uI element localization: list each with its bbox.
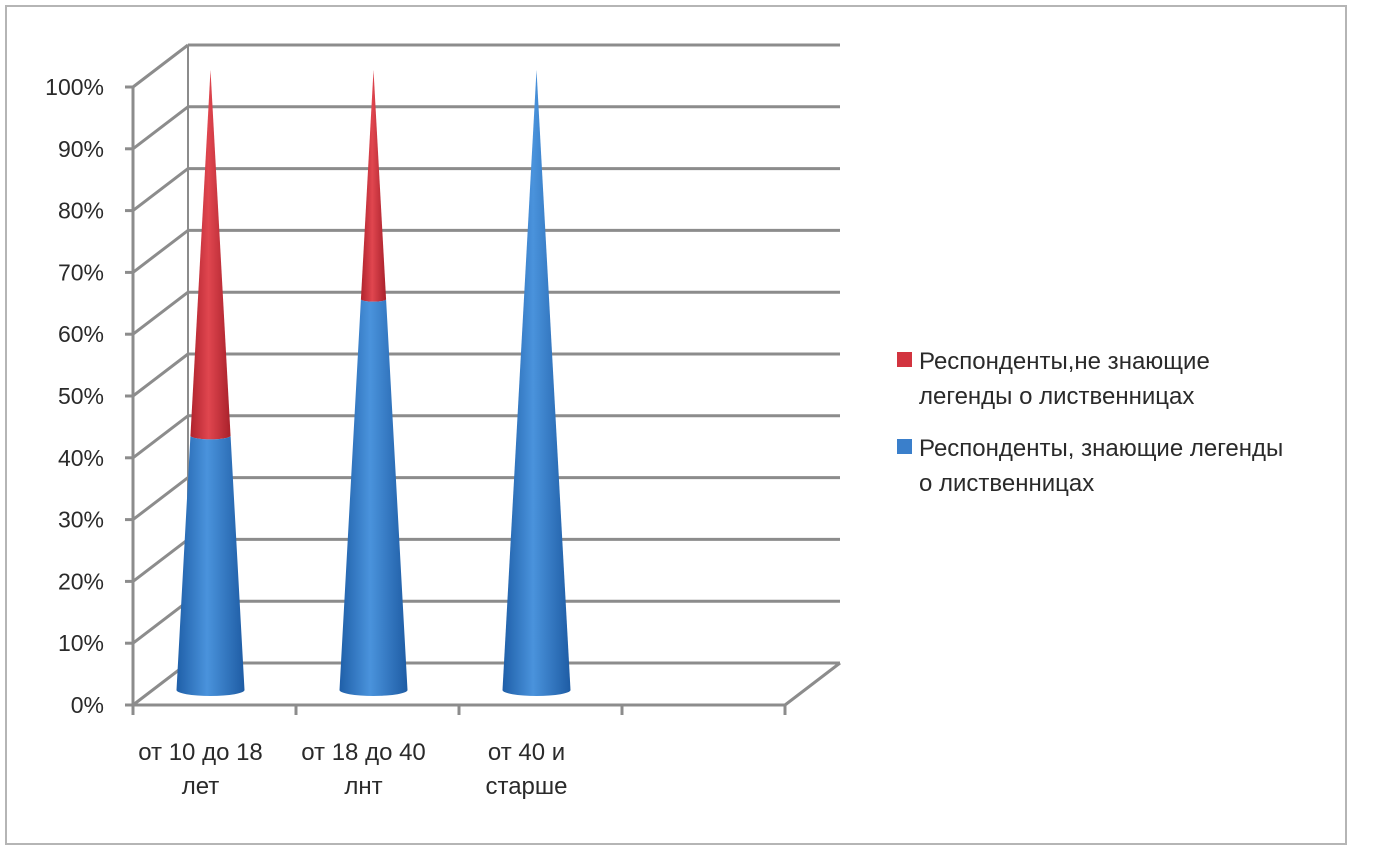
- legend: Респонденты,не знающие легенды о лиственн…: [897, 348, 1283, 497]
- y-tick-label: 90%: [58, 136, 104, 162]
- gridline-side: [132, 167, 189, 212]
- gridline-side: [132, 600, 189, 645]
- gridline-side: [132, 414, 189, 459]
- gridline-side: [132, 476, 189, 521]
- cone-segment-knowing: [176, 435, 245, 696]
- y-tick-label: 70%: [58, 259, 104, 285]
- legend-label: Респонденты, знающие легенды о лиственниц…: [919, 435, 1283, 497]
- y-tick-label: 60%: [58, 321, 104, 347]
- y-tick-label: 80%: [58, 198, 104, 224]
- legend-swatch: [897, 439, 912, 454]
- axes: [125, 85, 787, 715]
- gridline-side: [132, 291, 189, 336]
- cone-segment-knowing: [339, 299, 408, 696]
- legend-label: Респонденты,не знающие легенды о лиственн…: [919, 348, 1210, 410]
- gridline-side: [132, 538, 189, 583]
- x-tick-label: от 18 до 40 лнт: [301, 739, 426, 800]
- legend-swatch: [897, 352, 912, 367]
- x-tick-label: от 40 и старше: [485, 739, 567, 800]
- cones: [176, 70, 571, 696]
- cone-segment-not-knowing: [190, 70, 231, 440]
- y-tick-label: 0%: [71, 692, 104, 718]
- gridline-side: [132, 352, 189, 398]
- y-tick-labels: 0% 10% 20% 30% 40% 50% 60% 70% 80% 90% 100%: [45, 74, 104, 718]
- gridlines: [132, 43, 841, 707]
- gridline-side: [132, 229, 189, 274]
- y-tick-label: 10%: [58, 630, 104, 656]
- y-tick-label: 30%: [58, 507, 104, 533]
- gridline-side: [132, 43, 189, 89]
- floor-right-edge: [784, 661, 841, 707]
- y-tick-label: 100%: [45, 74, 104, 100]
- x-tick-label: от 10 до 18 лет: [138, 739, 263, 800]
- y-tick-label: 40%: [58, 445, 104, 471]
- y-tick-label: 50%: [58, 383, 104, 409]
- x-tick-labels: от 10 до 18 лет от 18 до 40 лнт от 40 и старш…: [138, 739, 567, 800]
- y-tick-label: 20%: [58, 568, 104, 594]
- gridline-side: [132, 105, 189, 150]
- cone-segment-knowing: [502, 70, 571, 696]
- cone-segment-not-knowing: [360, 70, 387, 302]
